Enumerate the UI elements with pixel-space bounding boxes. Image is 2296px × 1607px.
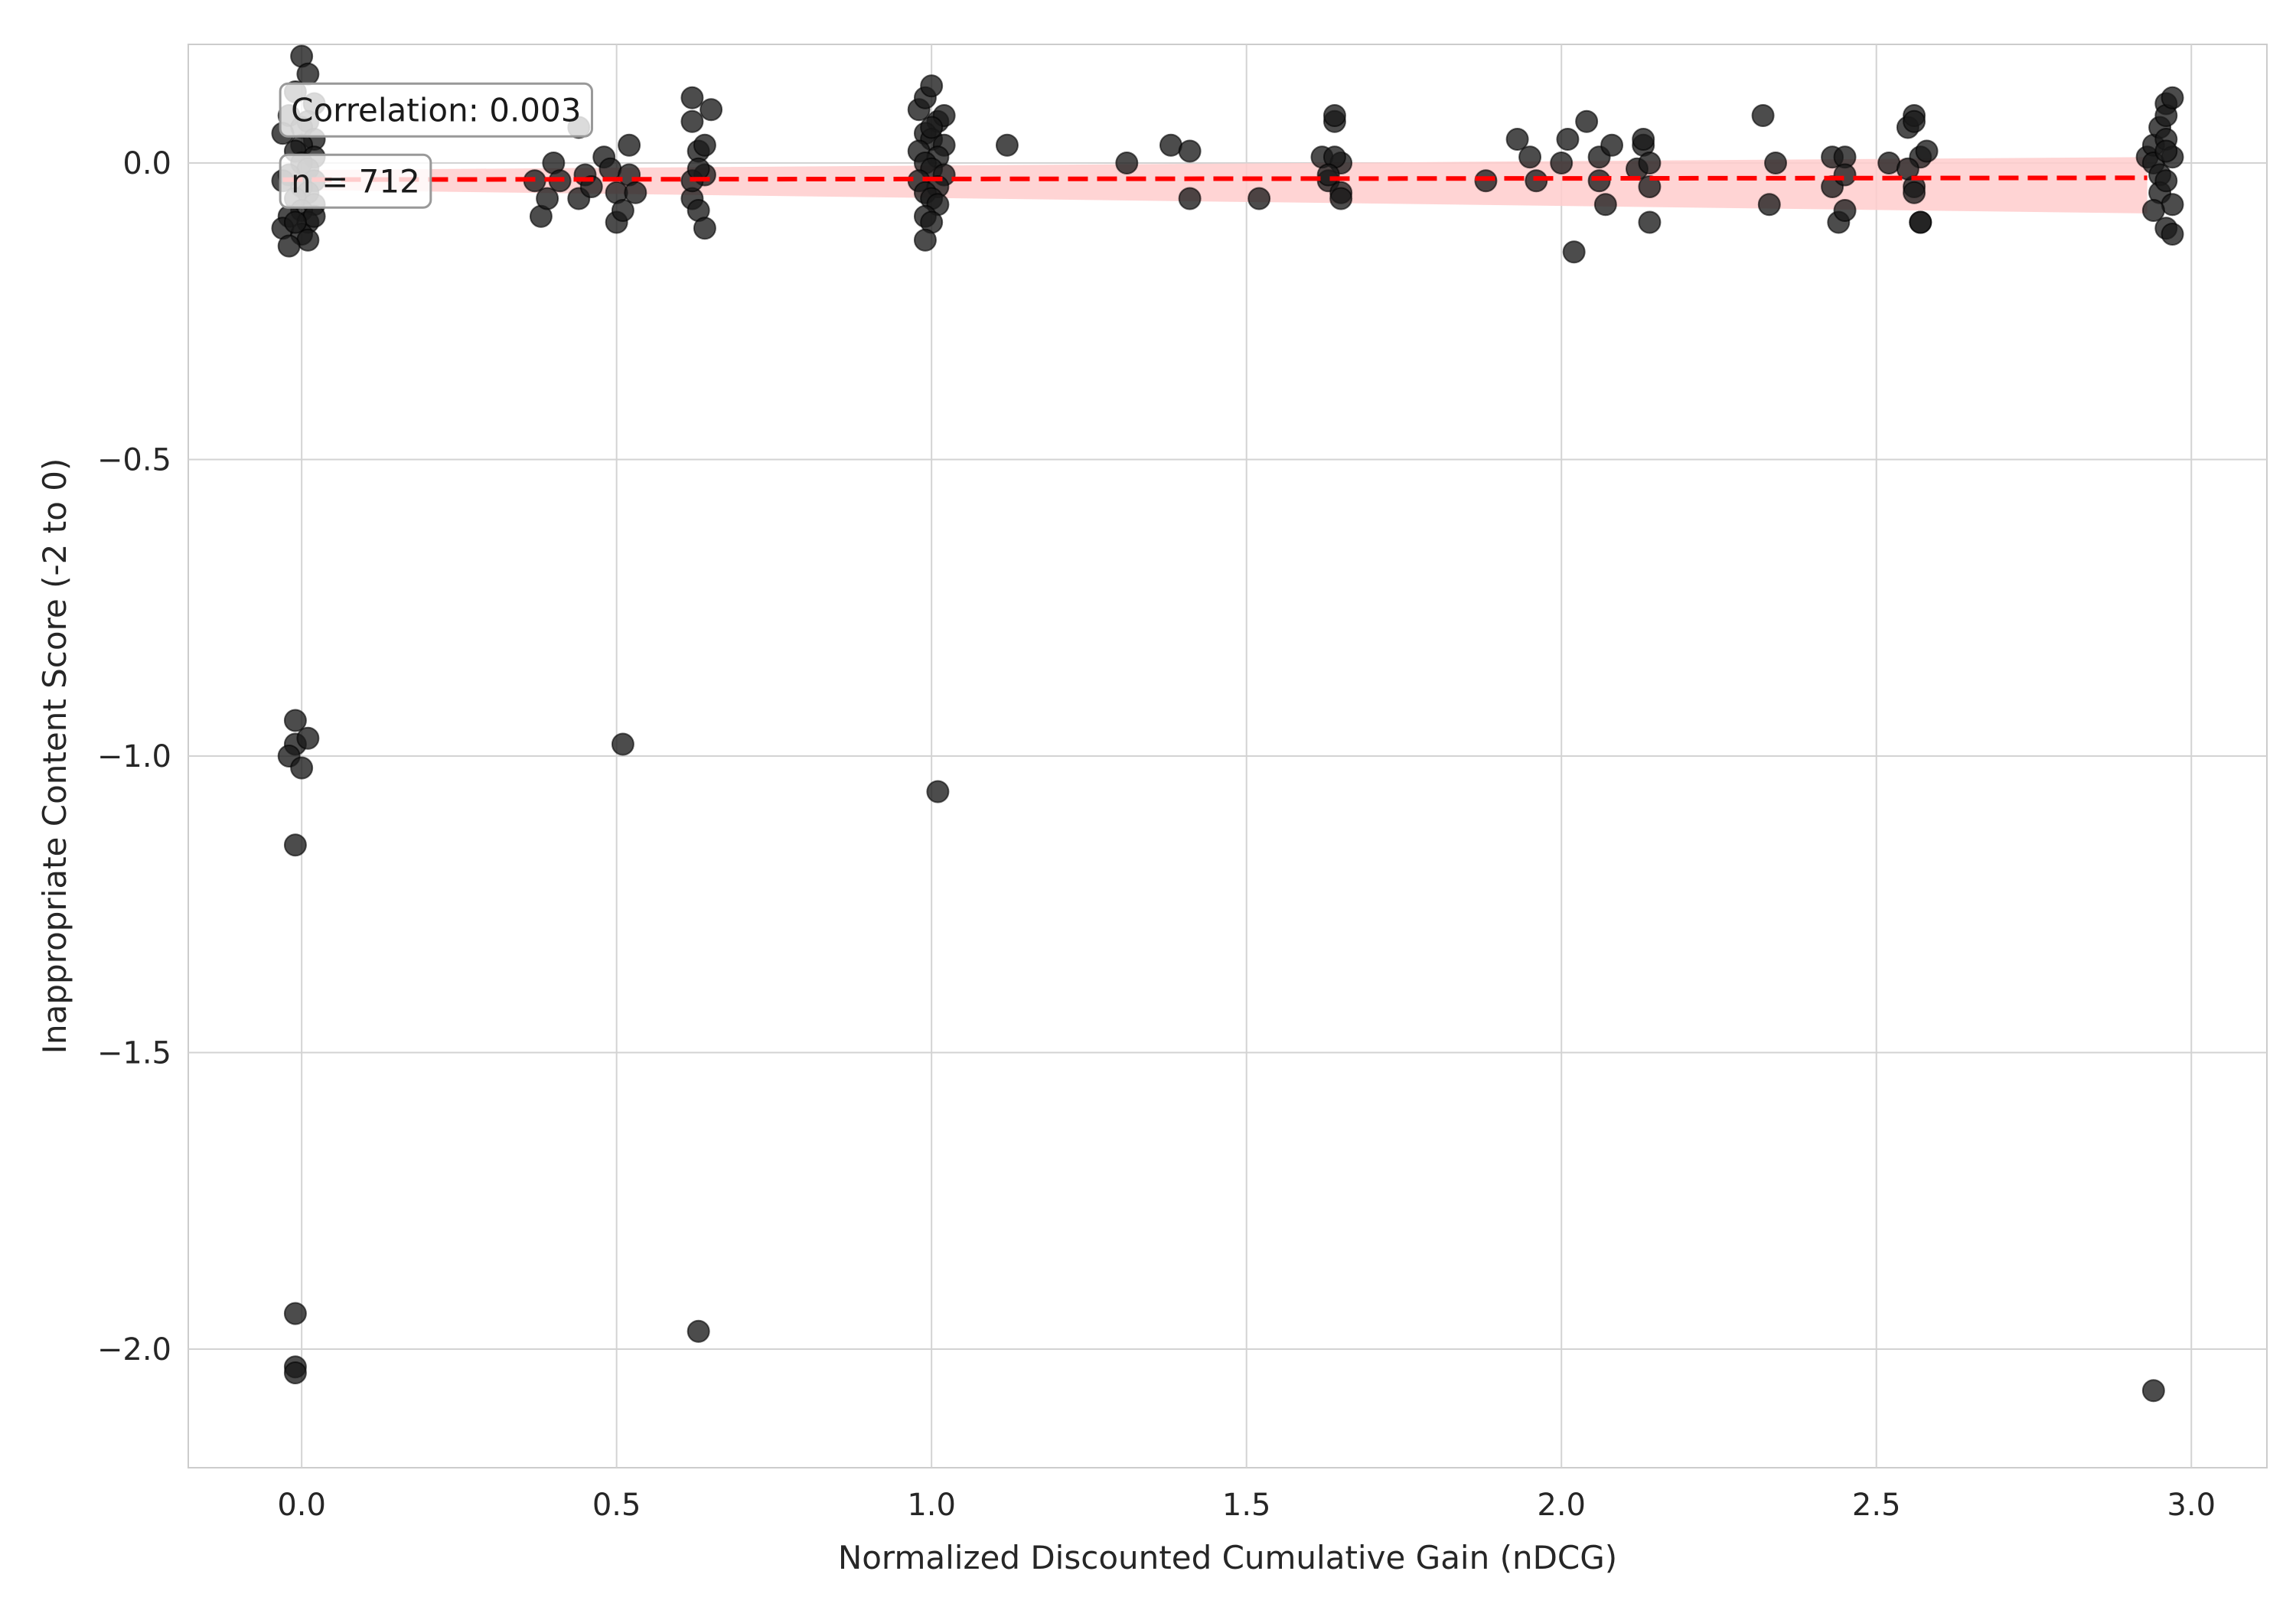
data-point-71 <box>920 74 944 98</box>
data-point-121 <box>1632 128 1655 151</box>
data-point-114 <box>1575 109 1599 133</box>
annotation-text-0: Correlation: 0.003 <box>291 91 581 129</box>
data-point-116 <box>1587 169 1611 193</box>
data-point-143 <box>1915 139 1939 163</box>
data-point-108 <box>1505 128 1529 151</box>
annotation-box-0 <box>279 82 593 138</box>
data-point-133 <box>1833 163 1857 187</box>
data-point-53 <box>618 133 641 157</box>
data-point-159 <box>2154 169 2178 193</box>
data-point-91 <box>926 780 950 804</box>
data-point-158 <box>2161 223 2184 246</box>
data-point-30 <box>283 709 307 732</box>
data-point-32 <box>296 726 320 750</box>
x-tick-label-1: 0.5 <box>592 1488 641 1523</box>
x-tick-labels: 0.0 0.5 1.0 1.5 2.0 2.5 3.0 <box>277 1488 2216 1523</box>
confidence-band <box>282 157 2148 214</box>
data-point-142 <box>1909 210 1932 234</box>
data-point-49 <box>598 157 622 181</box>
data-point-132 <box>1833 199 1857 222</box>
x-tick-label-0: 0.0 <box>277 1488 326 1523</box>
data-point-66 <box>700 98 723 122</box>
data-point-111 <box>1550 152 1574 174</box>
x-tick-label-2: 1.0 <box>907 1488 956 1523</box>
y-tick-label-3: −1.5 <box>97 1036 171 1071</box>
data-point-123 <box>1638 210 1662 234</box>
y-tick-label-0: 0.0 <box>122 146 171 181</box>
data-point-95 <box>1178 139 1202 163</box>
data-point-67 <box>687 157 710 181</box>
x-axis-label: Normalized Discounted Cumulative Gain (n… <box>838 1539 1617 1576</box>
gridlines <box>188 44 2267 1468</box>
x-tick-label-5: 2.5 <box>1852 1488 1901 1523</box>
data-point-94 <box>1159 133 1182 157</box>
data-point-38 <box>283 1361 307 1384</box>
x-tick-label-3: 1.5 <box>1222 1488 1271 1523</box>
data-point-122 <box>1638 175 1662 198</box>
data-point-26 <box>296 228 320 252</box>
data-point-97 <box>1247 187 1271 210</box>
data-point-156 <box>2161 193 2184 217</box>
data-point-1 <box>296 62 320 86</box>
data-point-52 <box>611 199 634 222</box>
data-point-127 <box>1764 152 1788 174</box>
x-tick-label-6: 3.0 <box>2167 1488 2216 1523</box>
data-point-68 <box>687 1319 710 1343</box>
data-point-113 <box>1562 240 1586 264</box>
confidence-band-area <box>282 157 2148 214</box>
annotation-text-1: n = 712 <box>291 162 420 200</box>
data-point-63 <box>693 133 716 157</box>
data-point-134 <box>1877 152 1901 174</box>
data-point-109 <box>1518 145 1542 169</box>
data-point-93 <box>1115 152 1139 174</box>
data-point-35 <box>283 833 307 857</box>
data-point-107 <box>1474 169 1498 193</box>
y-tick-label-1: −0.5 <box>97 443 171 478</box>
data-point-118 <box>1600 133 1624 157</box>
x-tick-label-4: 2.0 <box>1537 1488 1586 1523</box>
data-point-88 <box>913 228 937 252</box>
data-point-104 <box>1329 187 1353 210</box>
data-point-28 <box>302 204 326 228</box>
data-point-101 <box>1322 104 1346 127</box>
data-point-162 <box>2141 1379 2165 1403</box>
data-point-112 <box>1556 128 1580 151</box>
data-point-56 <box>611 732 634 756</box>
data-point-55 <box>624 181 647 204</box>
data-point-90 <box>920 116 944 139</box>
data-point-137 <box>1903 109 1926 133</box>
y-axis-label: Inappropriate Content Score (-2 to 0) <box>36 458 73 1054</box>
data-point-139 <box>1903 181 1926 204</box>
annotation-box-1 <box>279 153 432 209</box>
trend-line <box>282 175 2148 182</box>
data-point-160 <box>2141 199 2165 222</box>
data-point-124 <box>1638 152 1662 174</box>
data-point-96 <box>1178 187 1202 210</box>
y-tick-label-4: −2.0 <box>97 1332 171 1367</box>
trend-line-group <box>282 175 2148 182</box>
data-point-36 <box>283 1302 307 1325</box>
data-point-144 <box>1896 157 1919 181</box>
annotation-1: n = 712 <box>279 153 432 209</box>
data-point-117 <box>1593 193 1617 217</box>
data-point-125 <box>1751 104 1775 127</box>
annotation-0: Correlation: 0.003 <box>279 82 593 138</box>
data-point-27 <box>277 234 301 258</box>
annotations: Correlation: 0.003 n = 712 <box>279 82 593 209</box>
data-point-154 <box>2161 86 2184 109</box>
y-tick-labels: 0.0 −0.5 −1.0 −1.5 −2.0 <box>97 146 171 1367</box>
data-point-34 <box>290 756 314 780</box>
data-point-92 <box>995 133 1019 157</box>
data-point-161 <box>2154 139 2178 163</box>
data-point-58 <box>680 109 704 133</box>
data-point-62 <box>693 217 716 240</box>
data-point-41 <box>536 187 559 210</box>
data-point-126 <box>1757 193 1781 217</box>
data-point-106 <box>1316 163 1340 187</box>
data-point-110 <box>1525 169 1548 193</box>
data-point-57 <box>680 86 704 109</box>
y-tick-label-2: −1.0 <box>97 739 171 774</box>
data-point-29 <box>283 210 307 234</box>
